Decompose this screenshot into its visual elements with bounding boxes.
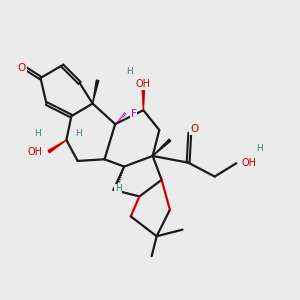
Polygon shape (48, 140, 66, 153)
Text: O: O (190, 124, 198, 134)
Text: H: H (34, 129, 40, 138)
Polygon shape (142, 88, 145, 110)
Text: OH: OH (28, 147, 43, 157)
Text: OH: OH (136, 79, 151, 89)
Text: H: H (126, 67, 133, 76)
Text: O: O (18, 63, 26, 73)
Polygon shape (153, 139, 171, 156)
Text: H: H (115, 184, 122, 194)
Text: OH: OH (241, 158, 256, 168)
Text: F: F (130, 109, 136, 118)
Polygon shape (93, 80, 99, 104)
Text: H: H (256, 144, 263, 153)
Text: H: H (75, 129, 82, 138)
